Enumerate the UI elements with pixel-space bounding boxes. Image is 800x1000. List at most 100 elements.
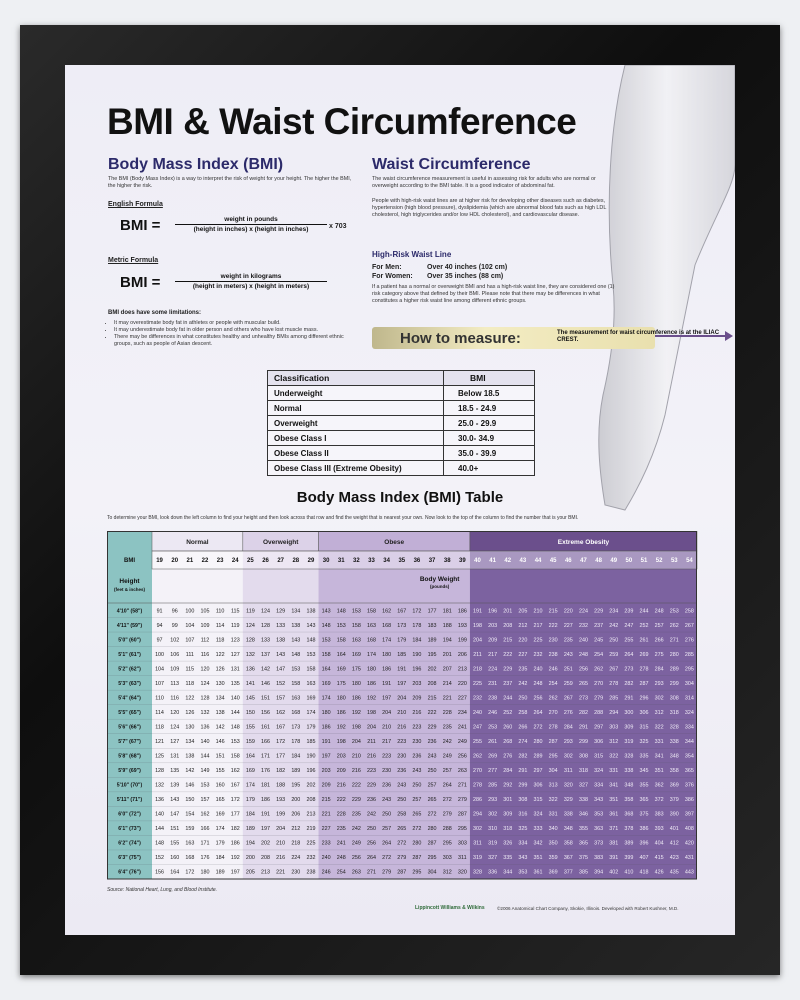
weight-cell: 119 — [231, 623, 240, 629]
weight-cell: 158 — [337, 637, 346, 643]
weight-cell: 228 — [337, 812, 346, 818]
weight-cell: 426 — [655, 870, 664, 876]
weight-cell: 235 — [337, 826, 346, 832]
weight-cell: 402 — [609, 870, 618, 876]
weight-cell: 252 — [503, 710, 512, 716]
weight-cell: 394 — [594, 870, 603, 876]
table-header: Classification — [267, 370, 444, 386]
weight-cell: 271 — [458, 783, 467, 789]
weight-cell: 221 — [276, 870, 285, 876]
weight-cell: 216 — [412, 710, 421, 716]
weight-cell: 206 — [291, 812, 300, 818]
weight-cell: 232 — [306, 855, 315, 861]
bmi-range: 35.0 - 39.9 — [443, 445, 535, 461]
weight-cell: 200 — [291, 797, 300, 803]
weight-cell: 136 — [155, 797, 164, 803]
weight-cell: 232 — [534, 652, 543, 658]
height-cell: 6'3" (75") — [118, 855, 141, 861]
weight-cell: 327 — [488, 855, 497, 861]
bmi-value: 38 — [444, 558, 451, 564]
weight-cell: 222 — [352, 783, 361, 789]
weight-cell: 129 — [276, 608, 285, 614]
weight-cell: 287 — [458, 812, 467, 818]
weight-cell: 116 — [201, 652, 210, 658]
weight-cell: 242 — [443, 739, 452, 745]
column-band — [469, 551, 697, 879]
weight-cell: 256 — [458, 754, 467, 760]
weight-cell: 202 — [306, 783, 315, 789]
weight-cell: 115 — [186, 666, 195, 672]
weight-cell: 335 — [503, 855, 512, 861]
source: Source: National Heart, Lung, and Blood … — [107, 887, 218, 893]
weight-cell: 265 — [579, 681, 588, 687]
weight-cell: 212 — [518, 623, 527, 629]
weight-cell: 243 — [397, 783, 406, 789]
weight-cell: 164 — [322, 666, 331, 672]
weight-cell: 154 — [185, 812, 194, 818]
weight-cell: 274 — [518, 739, 527, 745]
weight-cell: 232 — [473, 695, 482, 701]
weight-cell: 213 — [306, 812, 315, 818]
weight-cell: 169 — [322, 681, 331, 687]
weight-cell: 215 — [322, 797, 331, 803]
paragraph: The BMI (Body Mass Index) is a way to in… — [108, 176, 352, 189]
weight-cell: 135 — [170, 768, 179, 774]
bmi-value: 40 — [474, 558, 481, 564]
bmi-range: 40.0+ — [443, 460, 535, 476]
weight-cell: 217 — [534, 623, 543, 629]
weight-cell: 420 — [685, 841, 694, 847]
weight-cell: 222 — [428, 710, 437, 716]
classification: Obese Class II — [267, 445, 444, 461]
weight-cell: 329 — [564, 797, 573, 803]
weight-units: (pounds) — [430, 584, 450, 589]
weight-cell: 173 — [291, 724, 300, 730]
weight-cell: 179 — [306, 724, 315, 730]
weight-cell: 253 — [488, 724, 497, 730]
bmi-value: 41 — [489, 558, 496, 564]
denominator: (height in meters) x (height in meters) — [192, 283, 310, 290]
weight-cell: 276 — [685, 637, 694, 643]
weight-cell: 373 — [594, 841, 603, 847]
weight-cell: 303 — [609, 724, 618, 730]
weight-cell: 393 — [655, 826, 664, 832]
weight-cell: 109 — [200, 623, 209, 629]
weight-cell: 152 — [276, 681, 285, 687]
weight-cell: 344 — [503, 870, 512, 876]
weight-cell: 342 — [534, 841, 543, 847]
weight-cell: 213 — [458, 666, 467, 672]
weight-cell: 149 — [200, 768, 209, 774]
weight-cell: 110 — [216, 608, 225, 614]
weight-cell: 238 — [549, 652, 558, 658]
limitations-heading: BMI does have some limitations: — [108, 310, 202, 316]
table-border — [107, 531, 697, 880]
weight-cell: 174 — [246, 783, 255, 789]
weight-cell: 324 — [685, 710, 694, 716]
weight-cell: 257 — [443, 768, 452, 774]
weight-cell: 270 — [594, 681, 603, 687]
weight-cell: 302 — [564, 754, 573, 760]
weight-cell: 172 — [276, 739, 285, 745]
weight-cell: 234 — [609, 608, 618, 614]
weight-cell: 250 — [397, 797, 406, 803]
weight-cell: 208 — [261, 855, 270, 861]
bmi-value: 36 — [414, 558, 421, 564]
weight-cell: 186 — [261, 797, 270, 803]
bmi-value: 35 — [398, 558, 405, 564]
bmi-value: 52 — [656, 558, 663, 564]
weight-cell: 180 — [337, 695, 346, 701]
weight-cell: 319 — [473, 855, 482, 861]
weight-cell: 266 — [518, 724, 527, 730]
formula-fraction: weight in kilograms (height in meters) x… — [175, 273, 327, 290]
weight-cell: 160 — [216, 783, 225, 789]
bmi-value: 49 — [610, 558, 617, 564]
bmi-value: 30 — [323, 558, 330, 564]
weight-cell: 136 — [246, 666, 255, 672]
poster: BMI & Waist Circumference Body Mass Inde… — [65, 65, 735, 935]
height-cell: 5'0" (60") — [118, 637, 141, 643]
weight-cell: 197 — [382, 695, 391, 701]
weight-cell: 107 — [185, 637, 194, 643]
weight-cell: 139 — [170, 783, 179, 789]
weight-cell: 148 — [231, 724, 240, 730]
weight-cell: 314 — [685, 695, 694, 701]
weight-cell: 193 — [458, 623, 467, 629]
